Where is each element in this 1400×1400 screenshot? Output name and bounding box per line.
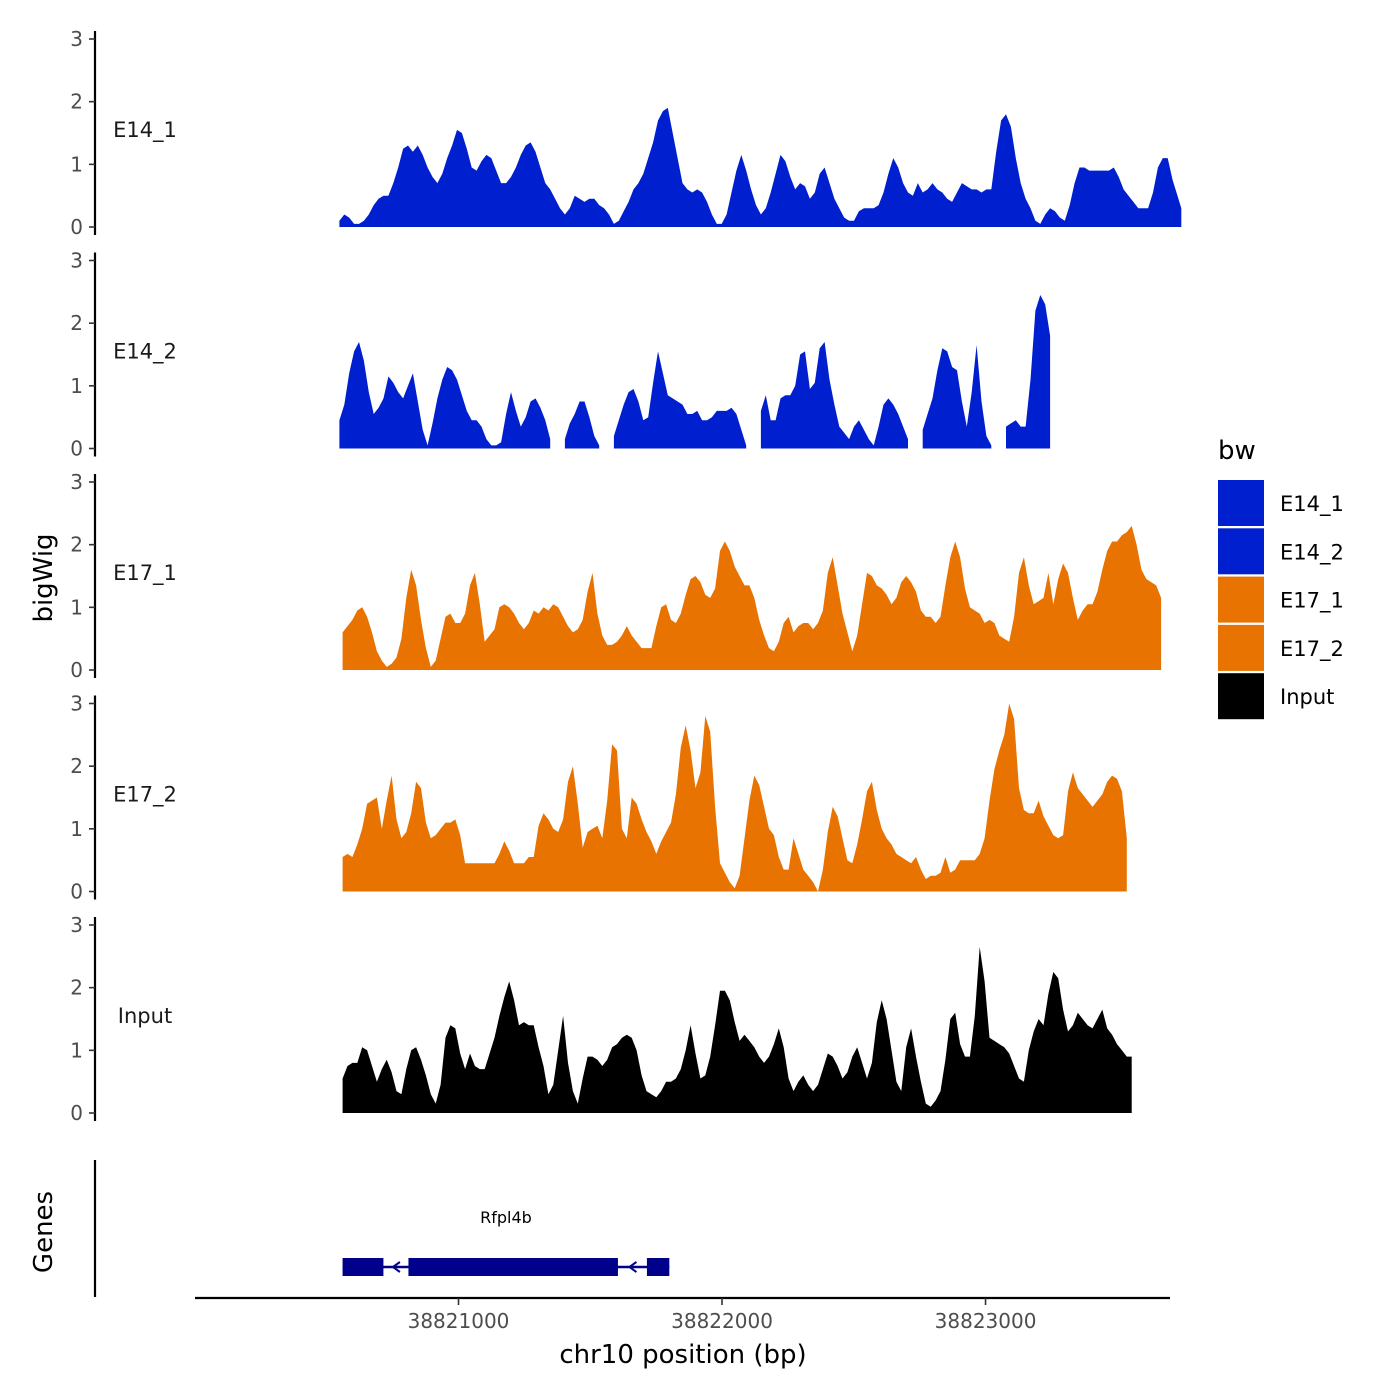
x-tick-label: 38823000	[935, 1309, 1037, 1333]
x-axis-title: chr10 position (bp)	[559, 1340, 806, 1370]
genes-axis-title: Genes	[29, 1191, 59, 1273]
x-tick-label: 38821000	[408, 1309, 510, 1333]
y-tick-label: 3	[70, 692, 83, 716]
y-tick-label: 1	[70, 152, 83, 176]
x-axis: 38821000 38822000 38823000	[195, 1296, 1170, 1333]
track-label: E14_2	[113, 339, 177, 364]
track-E17_1: 0 1 2 3 E17_1	[70, 470, 1162, 682]
gene-exon	[342, 1258, 384, 1276]
y-tick-label: 0	[70, 880, 83, 904]
track-label: Input	[118, 1004, 172, 1028]
track-label: E17_1	[113, 561, 177, 586]
y-axis-title: bigWig	[29, 533, 59, 622]
y-tick-label: 2	[70, 533, 83, 557]
y-tick-label: 0	[70, 437, 83, 461]
legend-swatch	[1218, 480, 1264, 526]
y-tick-label: 1	[70, 374, 83, 398]
strand-arrow-icon	[627, 1261, 638, 1273]
x-tick-label: 38822000	[671, 1309, 773, 1333]
y-tick-label: 3	[70, 470, 83, 494]
gene-exon	[646, 1258, 670, 1276]
coverage-area-E14_2	[339, 342, 551, 449]
legend-label: E17_1	[1280, 589, 1344, 614]
tracks-layer: 0 1 2 3 E14_1 0 1 2 3 E14_2 0 1 2 3 E17_1 0 1 2 3 E17_2 0 1 2 3…	[70, 27, 1182, 1125]
y-tick-label: 2	[70, 90, 83, 114]
coverage-area-Input	[342, 946, 1132, 1113]
y-tick-label: 0	[70, 215, 83, 239]
track-label: E14_1	[113, 118, 177, 143]
track-Input: 0 1 2 3 Input	[70, 913, 1132, 1125]
coverage-area-E17_2	[342, 703, 1127, 892]
coverage-area-E17_1	[342, 525, 1162, 670]
legend-swatch	[1218, 576, 1264, 623]
gene-label: Rfpl4b	[480, 1208, 532, 1227]
y-tick-label: 2	[70, 754, 83, 778]
genes-panel: Rfpl4b	[93, 1160, 670, 1297]
legend-swatch	[1218, 624, 1264, 671]
strand-arrow-icon	[391, 1261, 401, 1273]
coverage-area-E14_2	[564, 401, 600, 449]
legend-label: E14_2	[1280, 540, 1344, 565]
legend: bw E14_1 E14_2 E17_1 E17_2 Input	[1218, 436, 1344, 720]
coverage-area-E14_2	[613, 351, 747, 449]
legend-label: E17_2	[1280, 637, 1344, 662]
y-tick-label: 2	[70, 976, 83, 1000]
gene-exon	[408, 1258, 618, 1276]
y-tick-label: 3	[70, 27, 83, 51]
coverage-area-E14_2	[760, 342, 908, 449]
coverage-area-E14_2	[1006, 295, 1051, 449]
y-tick-label: 3	[70, 249, 83, 273]
track-E14_2: 0 1 2 3 E14_2	[70, 249, 1051, 461]
legend-swatch	[1218, 528, 1264, 575]
track-E17_2: 0 1 2 3 E17_2	[70, 692, 1127, 904]
coverage-area-E14_1	[339, 57, 1182, 227]
legend-title: bw	[1218, 436, 1256, 466]
track-E14_1: 0 1 2 3 E14_1	[70, 27, 1182, 239]
y-tick-label: 0	[70, 1101, 83, 1125]
track-label: E17_2	[113, 782, 177, 807]
y-tick-label: 0	[70, 658, 83, 682]
legend-label: E14_1	[1280, 492, 1344, 517]
coverage-area-E14_2	[922, 345, 992, 449]
legend-label: Input	[1280, 685, 1334, 709]
y-tick-label: 3	[70, 913, 83, 937]
y-tick-label: 1	[70, 817, 83, 841]
y-tick-label: 1	[70, 595, 83, 619]
legend-swatch	[1218, 673, 1264, 720]
y-tick-label: 1	[70, 1038, 83, 1062]
y-tick-label: 2	[70, 311, 83, 335]
